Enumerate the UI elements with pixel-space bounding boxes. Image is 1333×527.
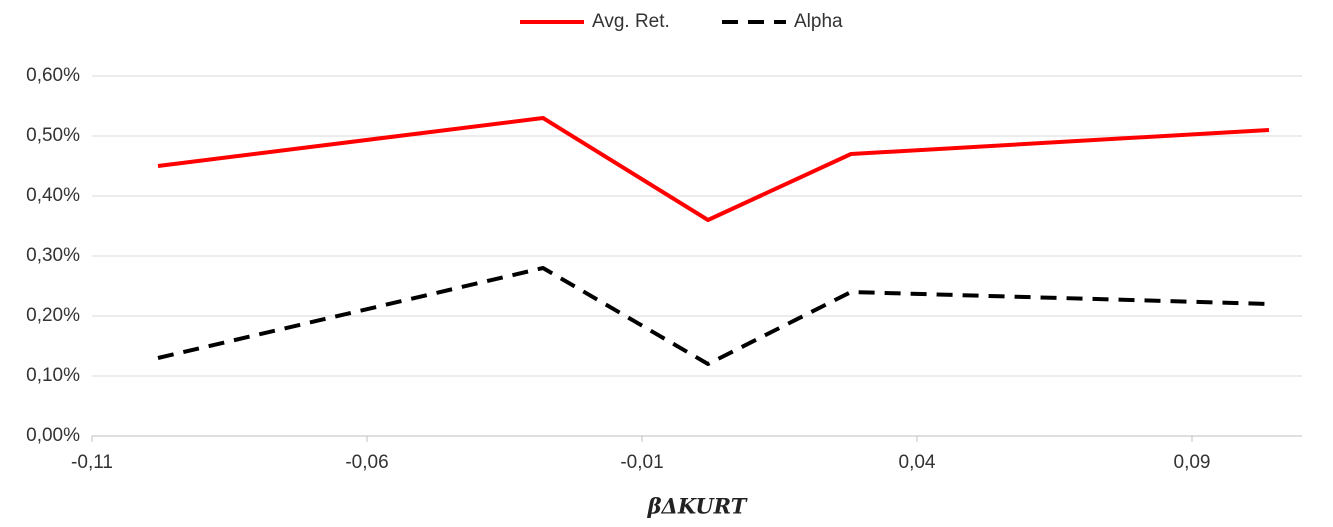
legend-label: Alpha: [794, 11, 843, 32]
y-tick-label: 0,40%: [26, 185, 80, 206]
legend-label: Avg. Ret.: [592, 11, 670, 32]
series-line: [157, 266, 1270, 366]
y-tick-label: 0,20%: [26, 305, 80, 326]
x-tick-label: -0,01: [620, 452, 663, 473]
x-axis-title: βΔKURT: [647, 494, 748, 519]
y-tick-label: 0,50%: [26, 125, 80, 146]
x-tick-label: -0,11: [71, 452, 113, 473]
x-tick-label: 0,04: [899, 452, 936, 473]
y-tick-label: 0,10%: [26, 365, 80, 386]
y-tick-label: 0,60%: [26, 65, 80, 86]
y-tick-label: 0,30%: [26, 245, 80, 266]
y-tick-label: 0,00%: [26, 425, 80, 446]
x-tick-label: -0,06: [345, 452, 388, 473]
x-tick-label: 0,09: [1174, 452, 1211, 473]
series-line: [157, 116, 1270, 222]
